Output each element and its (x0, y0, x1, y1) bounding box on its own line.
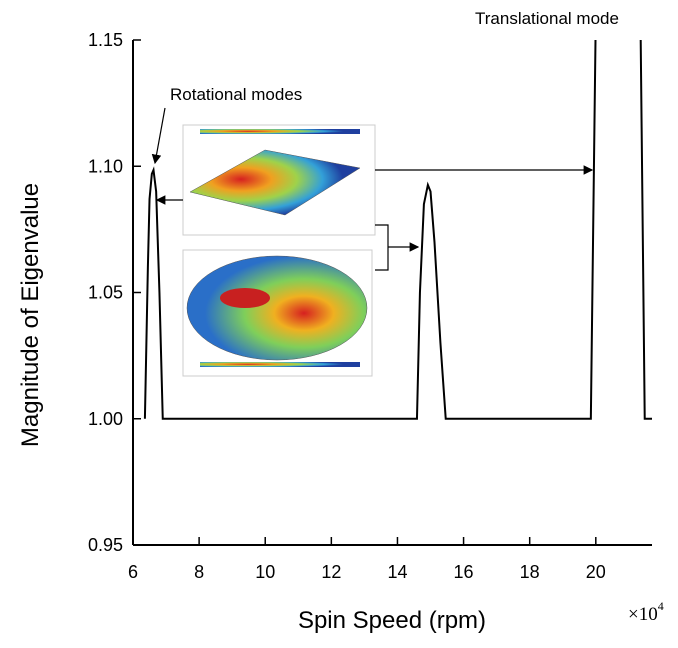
inset-plate (183, 125, 375, 235)
inset-mesh (187, 256, 367, 360)
x-tick-label: 6 (128, 562, 138, 582)
arrow (155, 108, 165, 163)
multiplier-exponent: 4 (658, 599, 664, 613)
chart: Spin Speed (rpm) Magnitude of Eigenvalue… (0, 0, 678, 643)
x-axis-title: Spin Speed (rpm) (298, 607, 486, 634)
inset-hotspot (220, 288, 270, 308)
y-tick-label: 1.05 (88, 283, 123, 303)
x-tick-label: 8 (194, 562, 204, 582)
x-tick-label: 20 (586, 562, 606, 582)
y-tick-label: 0.95 (88, 535, 123, 555)
bracket (375, 225, 388, 270)
x-tick-label: 12 (321, 562, 341, 582)
x-multiplier: ×104 (628, 599, 664, 625)
x-tick-label: 16 (454, 562, 474, 582)
multiplier-base: ×10 (628, 604, 658, 625)
y-tick-label: 1.15 (88, 30, 123, 50)
annotation: Translational mode (475, 9, 619, 28)
y-axis-title: Magnitude of Eigenvalue (17, 183, 44, 447)
inset-colorbar (200, 362, 360, 367)
x-tick-label: 18 (520, 562, 540, 582)
y-tick-label: 1.10 (88, 156, 123, 176)
y-tick-label: 1.00 (88, 409, 123, 429)
inset-colorbar (200, 129, 360, 134)
x-tick-label: 10 (255, 562, 275, 582)
inset-disk (183, 250, 372, 376)
x-tick-label: 14 (387, 562, 407, 582)
annotation: Rotational modes (170, 85, 302, 104)
